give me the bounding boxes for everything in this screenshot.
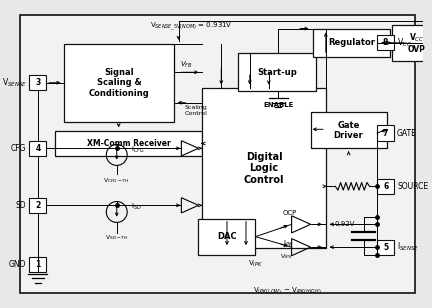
Text: SOURCE: SOURCE bbox=[397, 182, 428, 191]
Text: I$_{SD}$: I$_{SD}$ bbox=[131, 202, 142, 212]
Bar bbox=[377, 179, 394, 194]
Text: V$_{SENSE}$: V$_{SENSE}$ bbox=[2, 76, 26, 89]
Text: 3: 3 bbox=[35, 78, 41, 87]
Text: 1: 1 bbox=[35, 260, 41, 269]
Bar bbox=[29, 75, 46, 90]
Text: Gate
Driver: Gate Driver bbox=[334, 120, 363, 140]
Bar bbox=[198, 219, 255, 255]
Text: 5: 5 bbox=[383, 243, 388, 252]
Text: V$_{FB}$: V$_{FB}$ bbox=[181, 59, 193, 70]
Text: SD: SD bbox=[16, 201, 26, 210]
Bar bbox=[29, 141, 46, 156]
Text: 0.92V: 0.92V bbox=[334, 221, 355, 227]
Text: 4: 4 bbox=[35, 144, 41, 153]
Text: 2: 2 bbox=[35, 201, 41, 210]
Text: I$_{SENSE}$: I$_{SENSE}$ bbox=[397, 241, 419, 253]
Text: I$_{CFG}$: I$_{CFG}$ bbox=[131, 145, 145, 155]
Text: Start-up: Start-up bbox=[257, 68, 297, 77]
Text: V$_{CFG-TH}$: V$_{CFG-TH}$ bbox=[104, 176, 130, 185]
Bar bbox=[377, 125, 394, 141]
Text: Signal
Scaling &
Conditioning: Signal Scaling & Conditioning bbox=[89, 68, 149, 98]
Text: DAC: DAC bbox=[217, 232, 237, 241]
Text: V$_{CC}$
OVP: V$_{CC}$ OVP bbox=[408, 31, 426, 54]
Text: Digital
Logic
Control: Digital Logic Control bbox=[244, 152, 284, 185]
Text: ENABLE: ENABLE bbox=[263, 102, 293, 107]
Text: Scaling
Control: Scaling Control bbox=[184, 105, 207, 116]
Text: CFG: CFG bbox=[11, 144, 26, 153]
Text: GND: GND bbox=[9, 260, 26, 269]
Text: Regulator: Regulator bbox=[328, 38, 375, 47]
Text: V$_{IPK}$: V$_{IPK}$ bbox=[248, 259, 263, 269]
Text: 8: 8 bbox=[383, 38, 388, 47]
Text: GATE: GATE bbox=[397, 129, 417, 138]
Bar bbox=[238, 53, 316, 91]
Text: V$_{CC}$: V$_{CC}$ bbox=[397, 37, 412, 49]
Bar bbox=[311, 112, 387, 148]
Bar bbox=[377, 240, 394, 255]
Text: OCP: OCP bbox=[283, 210, 297, 216]
Text: V$_{SENSE\_5V(NOM)}$ = 0.931V: V$_{SENSE\_5V(NOM)}$ = 0.931V bbox=[150, 21, 233, 33]
Bar bbox=[377, 35, 394, 51]
Text: XM-Comm Receiver: XM-Comm Receiver bbox=[87, 139, 171, 148]
Text: V$_{IPK}$: V$_{IPK}$ bbox=[280, 252, 293, 261]
Text: I$_{PK}$: I$_{PK}$ bbox=[283, 239, 293, 249]
Text: 7: 7 bbox=[383, 129, 388, 138]
Bar bbox=[29, 198, 46, 213]
Text: 6: 6 bbox=[383, 182, 388, 191]
Bar bbox=[202, 88, 326, 248]
Text: V$_{IPK(LOW)}$ $-$ V$_{IPK(HIGH)}$: V$_{IPK(LOW)}$ $-$ V$_{IPK(HIGH)}$ bbox=[254, 286, 322, 296]
Bar bbox=[392, 25, 432, 61]
Text: V$_{SD-TH}$: V$_{SD-TH}$ bbox=[105, 233, 129, 242]
Bar bbox=[29, 257, 46, 272]
Bar bbox=[64, 44, 174, 122]
Bar bbox=[312, 29, 391, 57]
Bar bbox=[55, 131, 202, 156]
